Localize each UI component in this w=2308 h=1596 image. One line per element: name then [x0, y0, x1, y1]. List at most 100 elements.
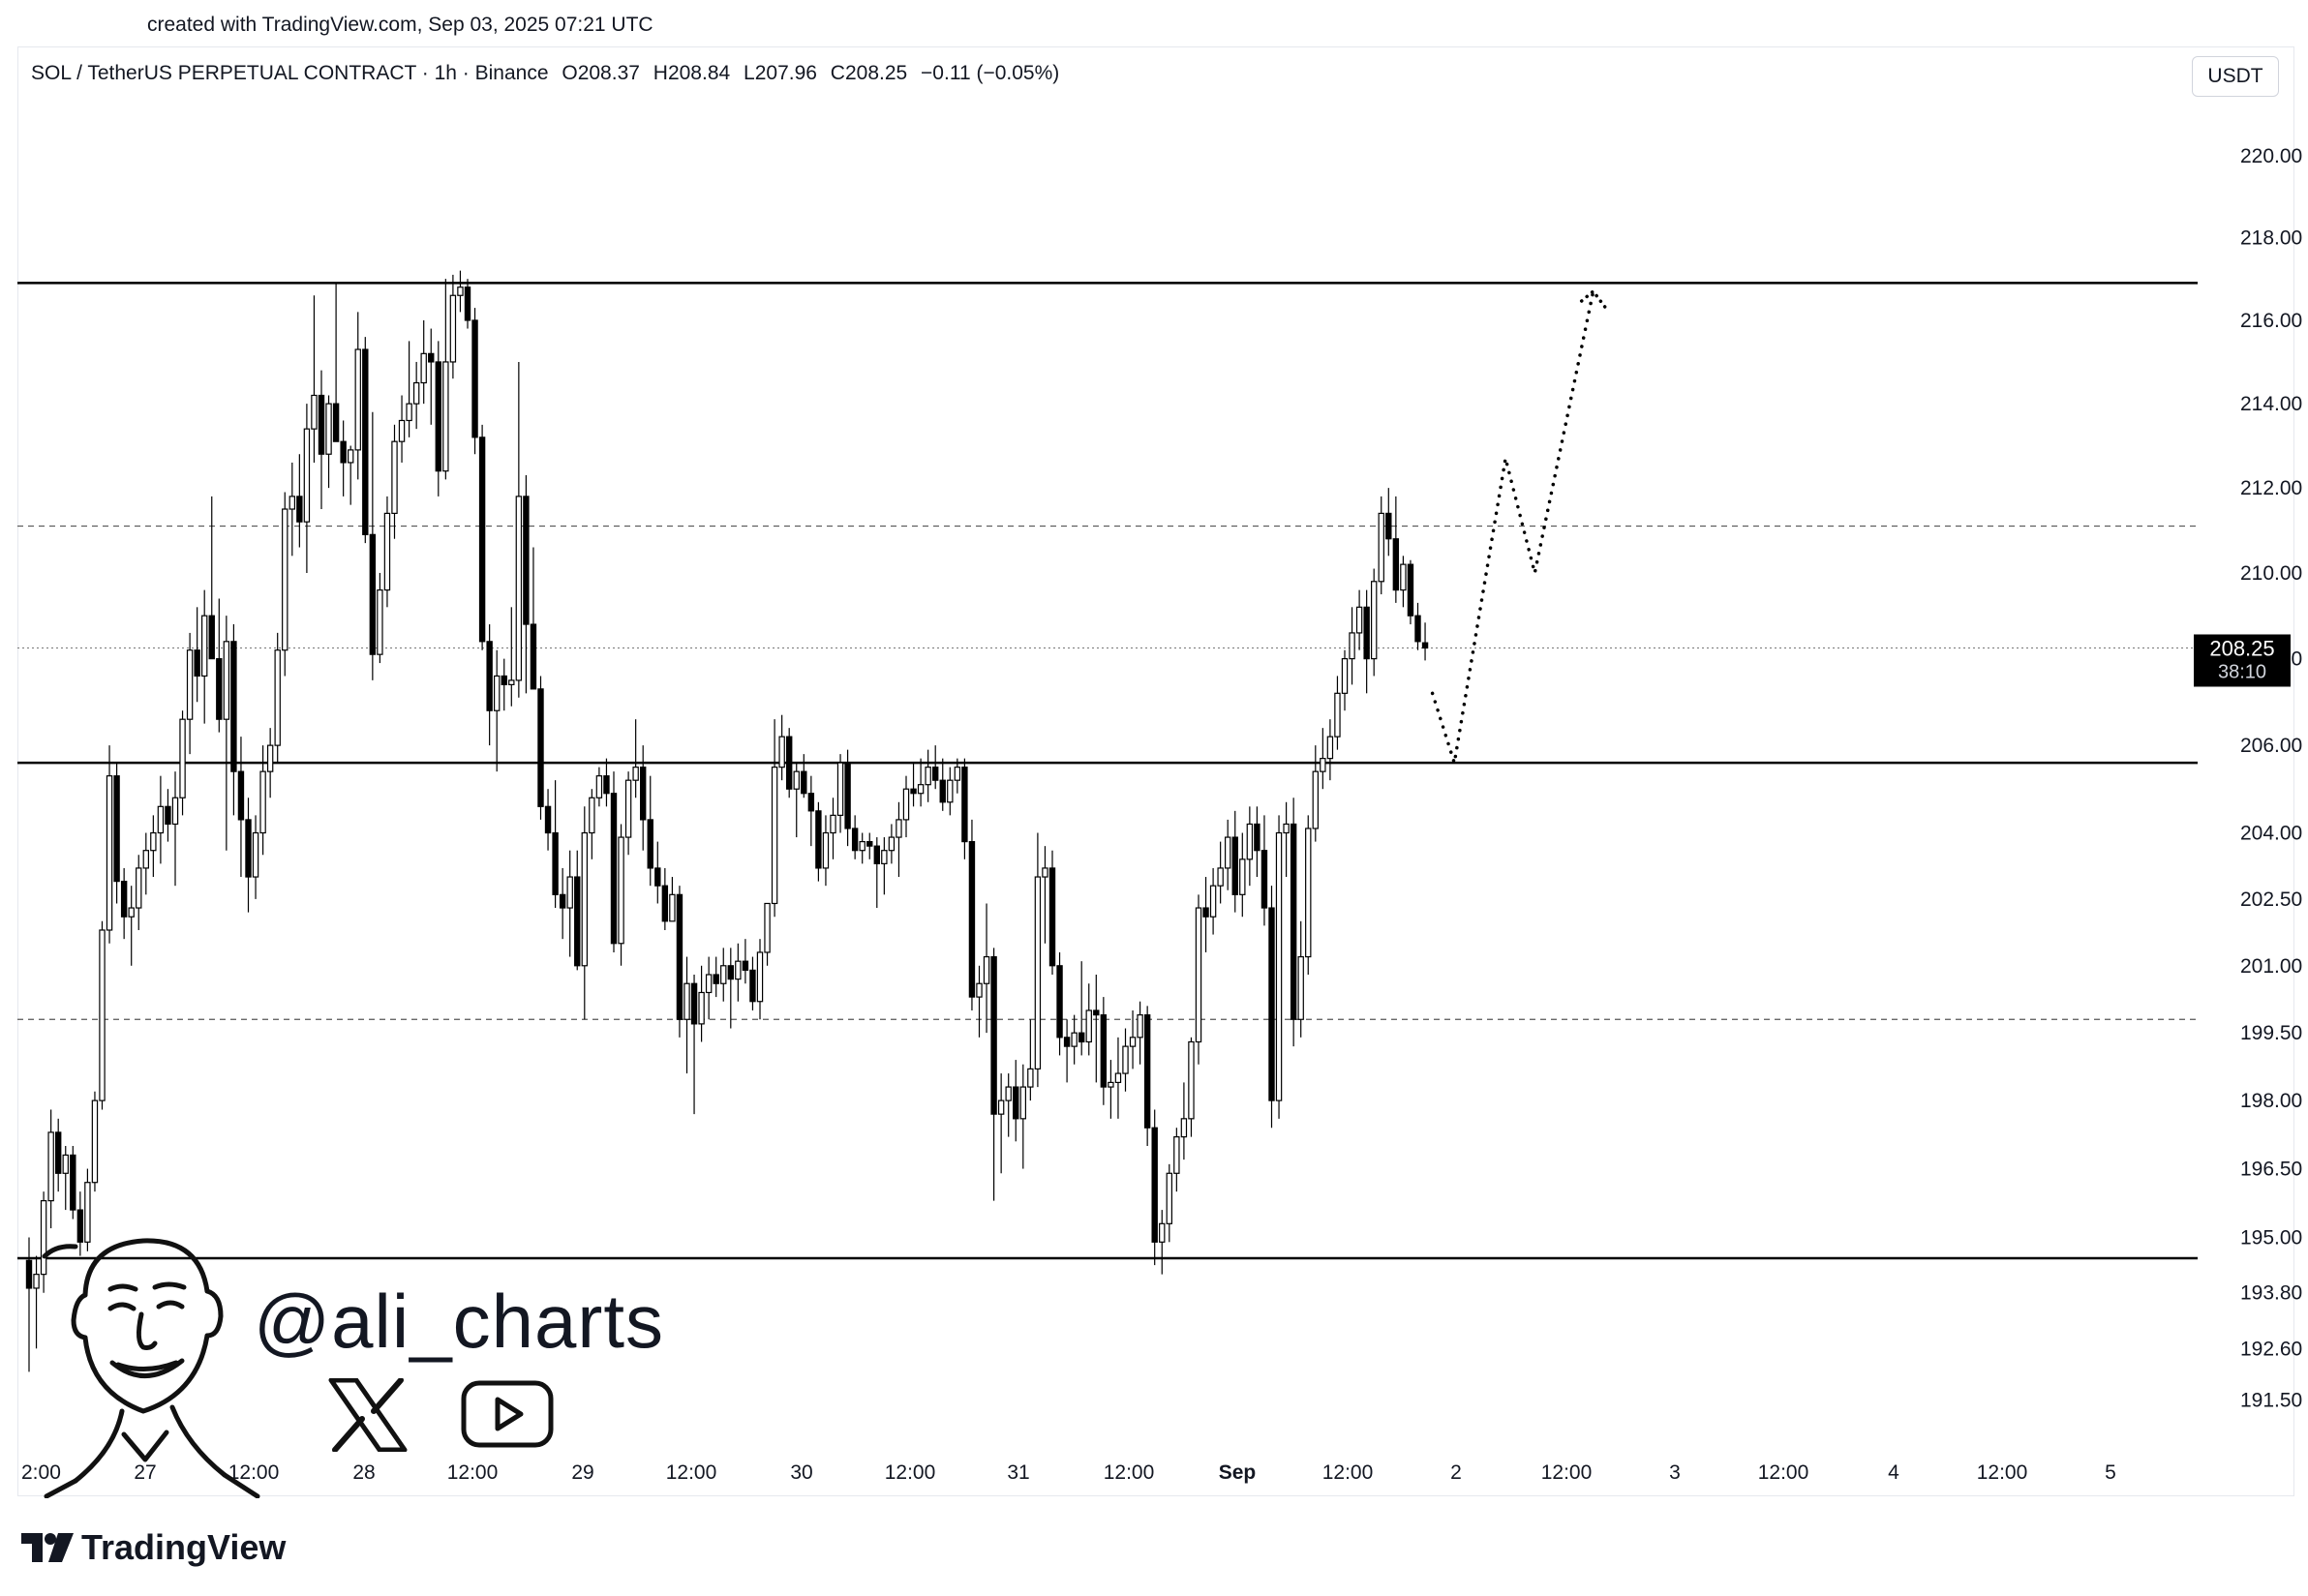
- candle[interactable]: [1407, 559, 1414, 625]
- candle[interactable]: [632, 719, 639, 798]
- candle[interactable]: [201, 589, 208, 724]
- candle[interactable]: [1224, 819, 1231, 890]
- candle[interactable]: [997, 1073, 1005, 1174]
- candle[interactable]: [931, 745, 939, 790]
- candle[interactable]: [1283, 801, 1290, 878]
- candle[interactable]: [252, 815, 259, 899]
- candle[interactable]: [552, 780, 559, 909]
- candle[interactable]: [99, 920, 106, 1110]
- candle[interactable]: [120, 867, 128, 940]
- tradingview-brand[interactable]: TradingView: [21, 1527, 286, 1568]
- candle[interactable]: [654, 841, 661, 904]
- candle[interactable]: [420, 319, 427, 405]
- candle[interactable]: [216, 598, 223, 733]
- candle[interactable]: [1400, 556, 1407, 608]
- candle[interactable]: [836, 754, 844, 833]
- candle[interactable]: [157, 775, 165, 864]
- candle[interactable]: [683, 956, 690, 1074]
- candle[interactable]: [442, 279, 449, 480]
- candle[interactable]: [1414, 602, 1421, 650]
- candle[interactable]: [742, 939, 749, 984]
- candle[interactable]: [296, 454, 303, 548]
- candle[interactable]: [1159, 1210, 1166, 1275]
- candle[interactable]: [1122, 1028, 1129, 1092]
- candle[interactable]: [1268, 886, 1275, 1129]
- candle[interactable]: [237, 737, 245, 878]
- candle[interactable]: [735, 943, 742, 1002]
- candle[interactable]: [1231, 810, 1238, 913]
- candle[interactable]: [1042, 846, 1048, 944]
- candle[interactable]: [471, 308, 478, 455]
- youtube-play-icon[interactable]: [461, 1380, 554, 1448]
- candle[interactable]: [1355, 589, 1363, 650]
- candle[interactable]: [412, 361, 420, 430]
- candle[interactable]: [896, 801, 902, 878]
- candle[interactable]: [1385, 488, 1392, 557]
- candle[interactable]: [128, 886, 135, 966]
- candle[interactable]: [165, 789, 171, 842]
- candle[interactable]: [1173, 1128, 1180, 1192]
- candle[interactable]: [1320, 728, 1326, 790]
- candle[interactable]: [749, 956, 756, 1010]
- candle[interactable]: [647, 775, 653, 887]
- candle[interactable]: [142, 832, 149, 895]
- candle[interactable]: [194, 607, 200, 703]
- candle[interactable]: [1129, 1009, 1137, 1069]
- candle[interactable]: [1078, 961, 1085, 1056]
- candle[interactable]: [983, 903, 990, 1034]
- candle[interactable]: [1254, 806, 1260, 878]
- candle[interactable]: [954, 758, 961, 794]
- candle[interactable]: [1195, 894, 1202, 1065]
- candle[interactable]: [369, 411, 377, 680]
- candle[interactable]: [1392, 496, 1400, 603]
- candle[interactable]: [881, 837, 888, 895]
- candle[interactable]: [925, 749, 931, 802]
- candle[interactable]: [866, 832, 873, 859]
- candle[interactable]: [449, 274, 457, 379]
- candle[interactable]: [76, 1191, 84, 1256]
- candle[interactable]: [318, 370, 325, 510]
- candle[interactable]: [1048, 850, 1056, 976]
- candle[interactable]: [303, 404, 311, 573]
- candle[interactable]: [54, 1118, 62, 1192]
- candle[interactable]: [406, 341, 412, 437]
- candle[interactable]: [530, 547, 537, 690]
- candle[interactable]: [778, 714, 785, 781]
- candle[interactable]: [917, 758, 925, 807]
- candle[interactable]: [1019, 1064, 1026, 1169]
- candle[interactable]: [595, 767, 603, 807]
- candle[interactable]: [1341, 649, 1349, 711]
- candle[interactable]: [537, 676, 544, 820]
- candle[interactable]: [902, 775, 910, 838]
- candle[interactable]: [603, 758, 610, 807]
- candle[interactable]: [1239, 832, 1246, 918]
- candle[interactable]: [33, 1255, 40, 1349]
- candle[interactable]: [661, 867, 669, 930]
- candle[interactable]: [1260, 815, 1268, 926]
- candle[interactable]: [377, 572, 383, 664]
- candle[interactable]: [1290, 798, 1297, 1047]
- candle[interactable]: [1180, 1082, 1188, 1160]
- candle[interactable]: [1297, 920, 1304, 1038]
- candle[interactable]: [1378, 496, 1384, 595]
- candle[interactable]: [1209, 867, 1217, 935]
- candle[interactable]: [84, 1168, 91, 1251]
- candle[interactable]: [624, 771, 632, 856]
- candle[interactable]: [698, 965, 705, 1042]
- candle[interactable]: [574, 850, 581, 971]
- candle[interactable]: [910, 763, 917, 807]
- candle[interactable]: [1056, 951, 1063, 1056]
- candle[interactable]: [1093, 975, 1100, 1083]
- candle[interactable]: [383, 496, 391, 608]
- candle[interactable]: [171, 771, 179, 887]
- candle[interactable]: [223, 616, 230, 851]
- candle[interactable]: [136, 855, 142, 930]
- candle[interactable]: [354, 312, 361, 480]
- candle[interactable]: [1370, 568, 1378, 677]
- candle[interactable]: [771, 719, 778, 918]
- candle[interactable]: [1063, 1019, 1071, 1083]
- candle[interactable]: [720, 948, 727, 1002]
- candle[interactable]: [266, 728, 274, 798]
- candle[interactable]: [968, 819, 976, 1010]
- candle[interactable]: [47, 1109, 54, 1229]
